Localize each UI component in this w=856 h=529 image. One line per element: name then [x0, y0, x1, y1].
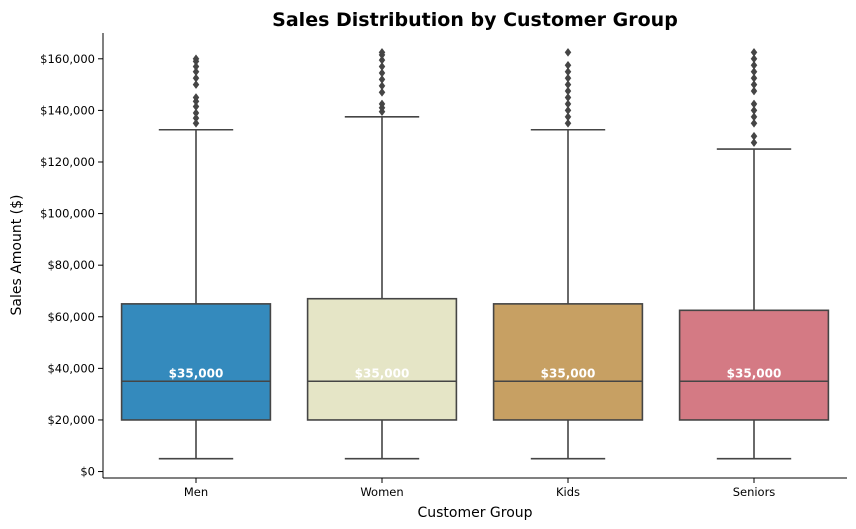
median-label: $35,000: [727, 366, 782, 380]
outlier-point: [378, 47, 386, 57]
y-tick-label: $40,000: [47, 361, 95, 375]
y-tick-label: $140,000: [40, 103, 95, 117]
outlier-point: [564, 67, 572, 77]
box-seniors: [678, 309, 830, 421]
outlier-point: [378, 62, 386, 71]
x-tick-label: Men: [184, 485, 208, 499]
y-axis-label: Sales Amount ($): [9, 194, 25, 315]
x-tick-label: Kids: [556, 485, 580, 499]
x-tick-label: Seniors: [733, 485, 776, 499]
outlier-point: [378, 81, 386, 91]
outlier-point: [750, 47, 758, 57]
outlier-point: [564, 118, 572, 128]
median-label: $35,000: [169, 366, 224, 380]
outlier-point: [192, 93, 200, 102]
outlier-point: [378, 87, 386, 97]
outlier-point: [378, 68, 386, 78]
outlier-point: [564, 99, 572, 109]
y-tick-label: $80,000: [47, 258, 95, 272]
outlier-point: [750, 138, 758, 148]
outlier-point: [564, 80, 572, 90]
outlier-point: [192, 102, 200, 111]
outlier-point: [750, 118, 758, 128]
box-men: [120, 303, 272, 421]
outlier-point: [564, 105, 572, 115]
outlier-point: [192, 113, 200, 123]
outlier-point: [750, 131, 758, 141]
y-tick-label: $160,000: [40, 52, 95, 66]
plot-area: $0 $20,000 $40,000 $60,000 $80,000 $100,000 $1…: [40, 47, 830, 499]
x-axis-label: Customer Group: [417, 505, 532, 521]
outlier-point: [750, 54, 758, 64]
outlier-point: [192, 67, 200, 77]
box-kids: [492, 303, 644, 421]
outlier-point: [378, 75, 386, 84]
outlier-point: [192, 54, 200, 64]
outlier-point: [192, 73, 200, 83]
outlier-point: [192, 108, 200, 118]
y-tick-label: $20,000: [47, 413, 95, 427]
y-tick-label: $120,000: [40, 155, 95, 169]
outlier-point: [750, 60, 758, 70]
outlier-point: [192, 62, 200, 71]
y-tick-label: $0: [80, 465, 95, 479]
outlier-point: [564, 112, 572, 122]
outlier-point: [192, 80, 200, 90]
outlier-point: [564, 47, 572, 57]
outlier-point: [750, 73, 758, 83]
median-label: $35,000: [541, 366, 596, 380]
outlier-point: [378, 55, 386, 65]
median-label: $35,000: [355, 366, 410, 380]
y-tick-label: $60,000: [47, 310, 95, 324]
box-women: [306, 297, 458, 421]
outlier-point: [750, 99, 758, 109]
outlier-point: [564, 86, 572, 96]
outlier-point: [750, 105, 758, 115]
outlier-point: [564, 73, 572, 83]
outlier-point: [750, 67, 758, 77]
outlier-point: [750, 112, 758, 122]
outlier-point: [564, 93, 572, 102]
chart-title: Sales Distribution by Customer Group: [272, 9, 678, 31]
y-tick-label: $100,000: [40, 207, 95, 221]
outlier-point: [192, 118, 200, 128]
x-tick-label: Women: [360, 485, 403, 499]
outlier-point: [750, 80, 758, 90]
outlier-point: [378, 99, 386, 109]
outlier-point: [750, 86, 758, 96]
outlier-point: [564, 60, 572, 70]
